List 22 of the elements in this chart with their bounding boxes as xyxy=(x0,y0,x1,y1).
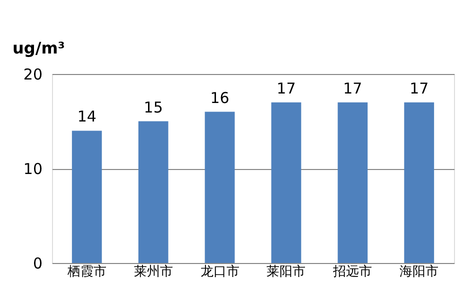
data-label: 16 xyxy=(210,88,230,107)
bar xyxy=(72,130,102,263)
x-tick-label: 海阳市 xyxy=(400,264,439,280)
bar xyxy=(204,112,235,263)
x-tick-label: 龙口市 xyxy=(200,264,240,280)
y-tick-label: 20 xyxy=(23,66,42,84)
bar xyxy=(338,102,368,263)
data-label: 14 xyxy=(77,108,96,126)
data-label: 17 xyxy=(343,79,362,98)
bar xyxy=(271,102,302,263)
data-label: 17 xyxy=(276,79,296,98)
x-tick-label: 莱阳市 xyxy=(266,264,306,280)
x-tick-label: 莱州市 xyxy=(134,264,173,280)
bar xyxy=(404,102,434,263)
y-tick-label: 0 xyxy=(32,254,42,272)
x-tick-label: 栖霞市 xyxy=(66,264,106,280)
x-tick-label: 招远市 xyxy=(332,264,372,280)
y-tick-label: 10 xyxy=(23,160,42,178)
y-axis-title: ug/m³ xyxy=(12,38,65,58)
data-label: 15 xyxy=(144,98,163,116)
data-label: 17 xyxy=(410,79,429,98)
bar xyxy=(138,121,168,263)
